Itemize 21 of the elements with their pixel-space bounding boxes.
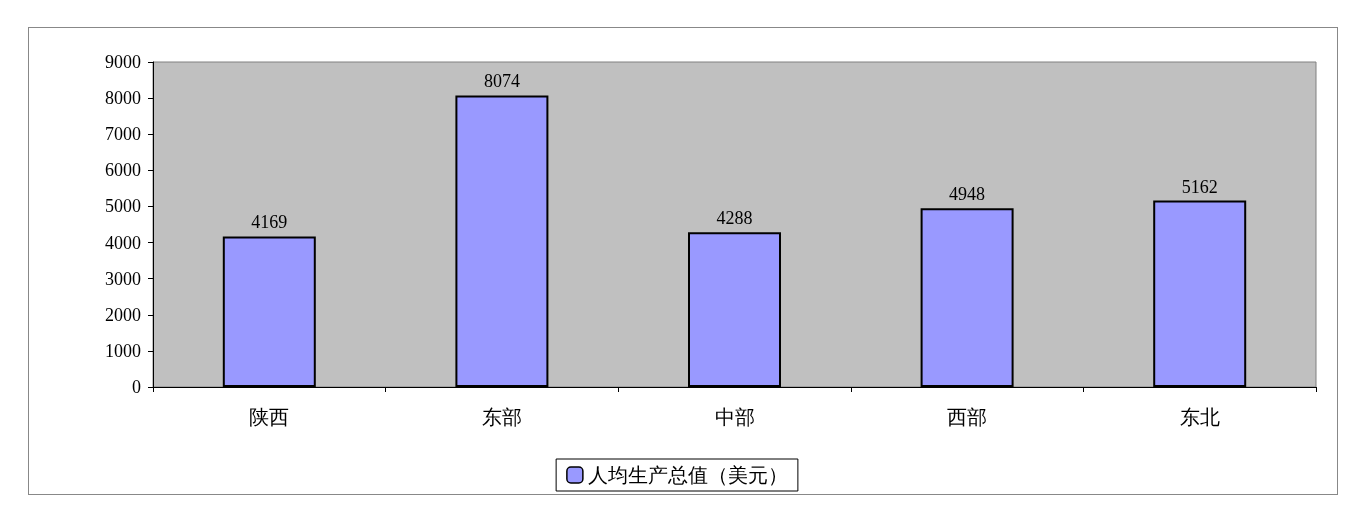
y-tick-label: 8000 (105, 88, 141, 109)
x-tick-label: 东北 (1179, 406, 1220, 428)
x-tick-label: 西部 (947, 406, 988, 428)
y-tick-label: 1000 (105, 340, 141, 361)
x-tick-label: 中部 (714, 406, 755, 428)
x-tick-label: 东部 (481, 406, 522, 428)
data-label: 4948 (949, 184, 986, 205)
data-label: 4288 (716, 208, 753, 229)
y-tick-label: 9000 (105, 52, 141, 72)
legend-label: 人均生产总值（美元） (587, 464, 788, 486)
y-tick-label: 4000 (105, 232, 141, 253)
y-tick-label: 0 (132, 377, 141, 397)
y-tick-label: 5000 (105, 196, 141, 217)
y-tick-label: 7000 (105, 124, 141, 145)
data-label: 4169 (251, 212, 288, 233)
y-tick-label: 2000 (105, 304, 141, 325)
y-tick-label: 6000 (105, 160, 141, 181)
x-tick-label: 陕西 (249, 406, 290, 428)
y-tick-label: 3000 (105, 268, 141, 289)
data-label: 8074 (483, 71, 520, 92)
data-label: 5162 (1181, 176, 1218, 197)
